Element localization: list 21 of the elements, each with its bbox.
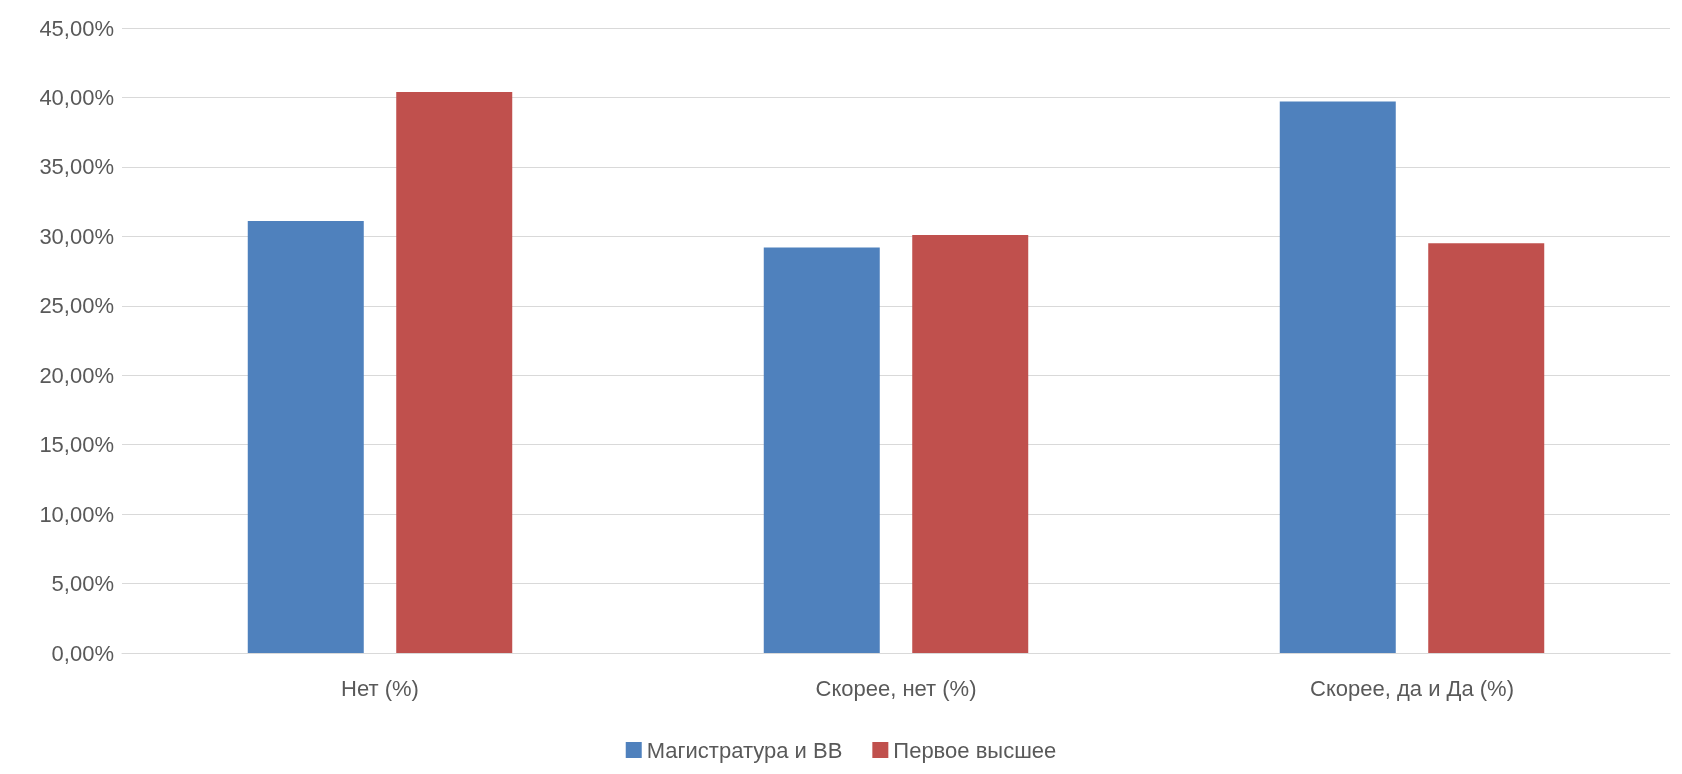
bar	[247, 221, 364, 653]
legend-label: Магистратура и ВВ	[646, 737, 843, 763]
y-tick-label: 30,00%	[39, 223, 114, 249]
y-tick-label: 5,00%	[51, 571, 114, 597]
y-tick-label: 20,00%	[39, 362, 114, 388]
x-tick-label: Скорее, нет (%)	[815, 675, 977, 701]
y-tick-label: 40,00%	[39, 84, 114, 110]
x-tick-label: Скорее, да и Да (%)	[1310, 675, 1514, 701]
y-tick-label: 0,00%	[51, 640, 114, 666]
x-tick-label: Нет (%)	[341, 675, 419, 701]
bar	[1428, 243, 1545, 653]
bar	[396, 91, 513, 653]
legend-label: Первое высшее	[893, 737, 1057, 763]
y-tick-label: 25,00%	[39, 293, 114, 319]
bar	[1279, 101, 1396, 653]
bar	[912, 234, 1029, 653]
y-tick-label: 15,00%	[39, 432, 114, 458]
y-tick-label: 35,00%	[39, 154, 114, 180]
y-tick-label: 45,00%	[39, 15, 114, 41]
bar	[763, 247, 880, 653]
y-tick-label: 10,00%	[39, 501, 114, 527]
